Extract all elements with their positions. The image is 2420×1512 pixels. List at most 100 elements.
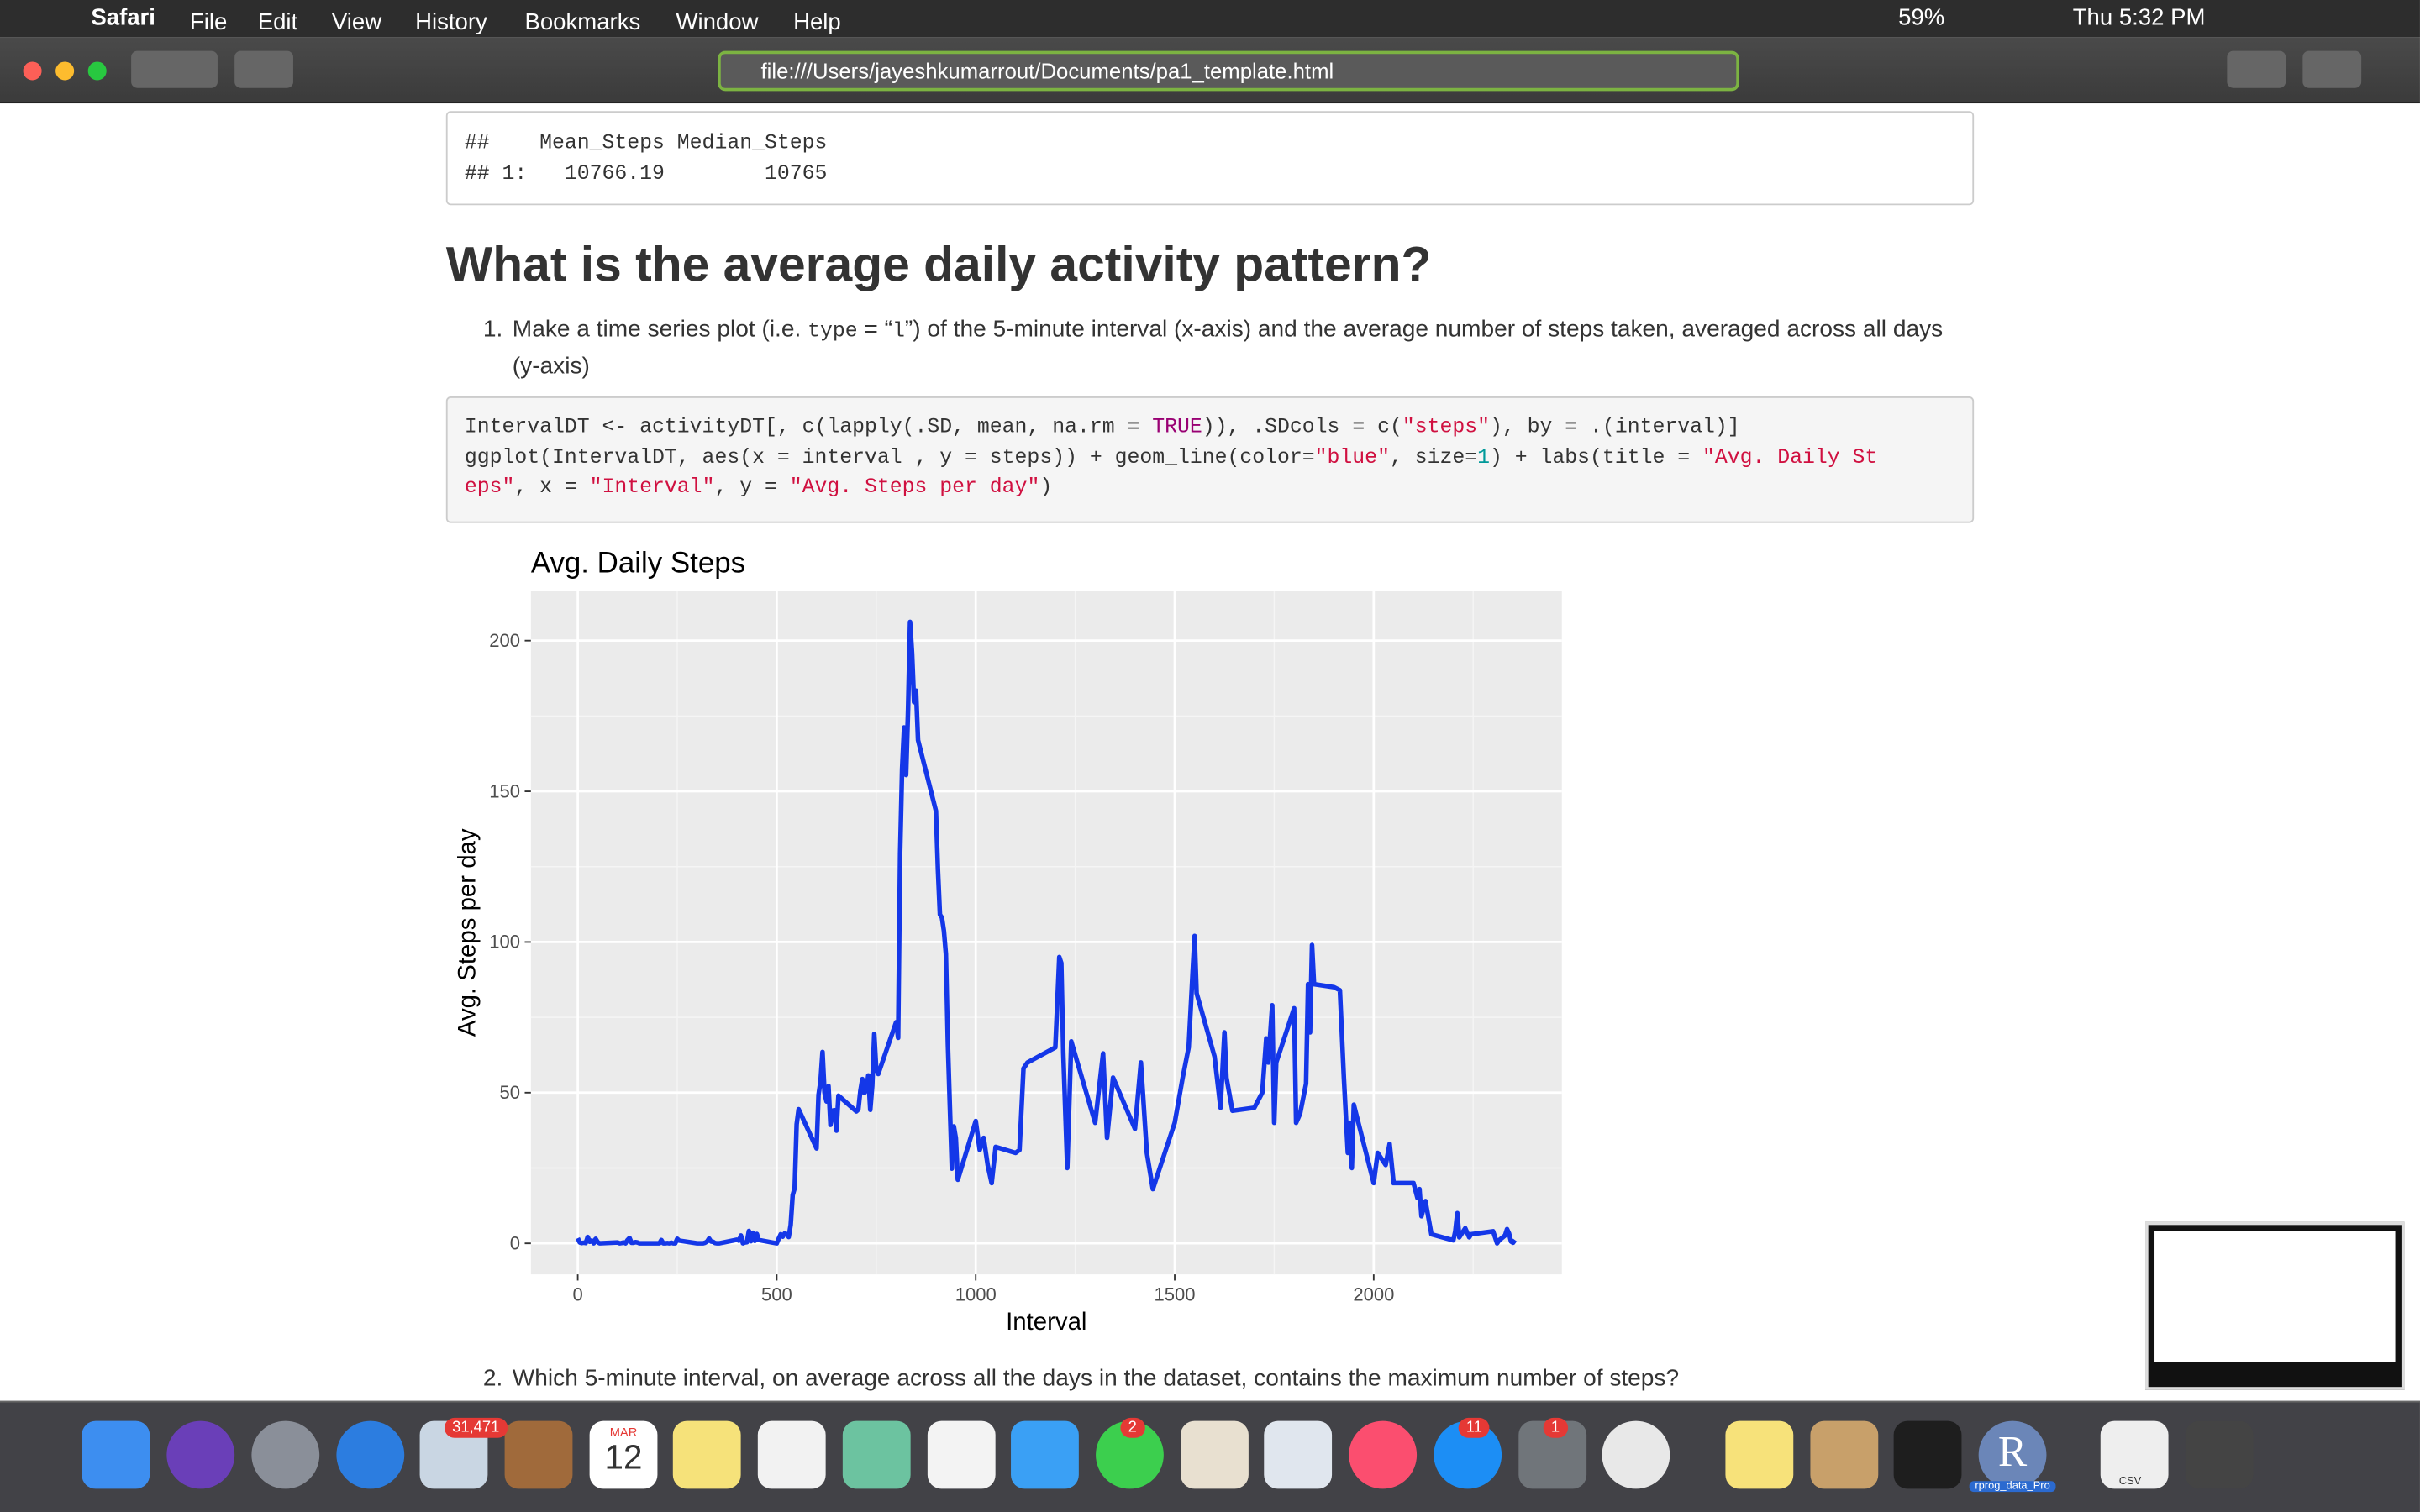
y-axis-label: Avg. Steps per day bbox=[454, 828, 481, 1037]
heading: What is the average daily activity patte… bbox=[445, 236, 1432, 292]
back-forward[interactable] bbox=[131, 50, 218, 88]
code-token: , size= bbox=[1389, 447, 1478, 470]
menu-item[interactable]: View bbox=[331, 9, 382, 36]
code-token: "blue" bbox=[1314, 447, 1390, 470]
file-label: CSV bbox=[2118, 1476, 2142, 1488]
calendar-day: 12 bbox=[604, 1437, 643, 1477]
sidebar-button[interactable] bbox=[234, 50, 293, 88]
y-tick-label: 0 bbox=[510, 1233, 520, 1254]
code-token: "Interval" bbox=[589, 477, 715, 501]
code-line: ggplot(IntervalDT, aes(x = interval , y … bbox=[465, 447, 1877, 470]
code-token: )), .SDcols = c( bbox=[1202, 416, 1402, 440]
text-run: ”) of the 5-minute interval (x-axis) and… bbox=[512, 316, 1944, 380]
code-line: eps", x = "Interval", y = "Avg. Steps pe… bbox=[465, 477, 1052, 501]
output-line: ## Mean_Steps Median_Steps bbox=[464, 132, 828, 156]
dock-icon[interactable] bbox=[1978, 1420, 2047, 1489]
menu-item[interactable]: Edit bbox=[257, 9, 298, 36]
dock-icon[interactable] bbox=[1725, 1420, 1794, 1489]
line-series bbox=[576, 619, 1518, 1246]
dock-icon[interactable] bbox=[757, 1420, 826, 1489]
dock-icon[interactable] bbox=[251, 1420, 320, 1489]
chart: 0 500 1000 1500 2000 0 50 100 150 200 Avg. Daily S… bbox=[454, 546, 1562, 1336]
dock-icon[interactable] bbox=[589, 1420, 658, 1489]
plot-panel bbox=[530, 591, 1562, 1275]
badge: 31,471 bbox=[444, 1417, 508, 1438]
dock-icon[interactable] bbox=[504, 1420, 573, 1489]
clock[interactable]: Thu 5:32 PM bbox=[2072, 4, 2206, 31]
code-token: "Avg. Steps per day" bbox=[789, 477, 1040, 501]
code-token: IntervalDT <- activityDT[, c(lapply(.SD,… bbox=[464, 416, 1153, 440]
tabs-button[interactable] bbox=[2302, 50, 2362, 88]
menu-bar: Safari File Edit View History Bookmarks Windo… bbox=[0, 0, 2420, 38]
x-tick-label: 1500 bbox=[1155, 1284, 1196, 1305]
menu-item[interactable]: Window bbox=[676, 9, 759, 36]
menu-item[interactable]: Help bbox=[793, 9, 841, 36]
dock-icon[interactable] bbox=[1011, 1420, 1079, 1489]
code-token: ), by = .(interval)] bbox=[1490, 416, 1740, 440]
text-run: Make a time series plot (i.e. bbox=[512, 316, 808, 343]
dock-icon[interactable] bbox=[842, 1420, 911, 1489]
text-run: Which 5-minute interval, on average acro… bbox=[512, 1365, 1680, 1392]
inline-code: type bbox=[808, 321, 858, 344]
zoom-button[interactable] bbox=[87, 61, 107, 81]
close-button[interactable] bbox=[23, 61, 42, 81]
code-token: "steps" bbox=[1402, 416, 1491, 440]
list-item: Which 5-minute interval, on average acro… bbox=[513, 1362, 1963, 1396]
code-token: ) + labs(title = bbox=[1490, 447, 1702, 470]
code-token: "Avg. Daily St bbox=[1702, 447, 1878, 470]
x-tick-label: 2000 bbox=[1353, 1284, 1394, 1305]
y-tick-label: 150 bbox=[489, 780, 520, 801]
dock-icon[interactable] bbox=[2185, 1420, 2254, 1489]
menu-item[interactable]: File bbox=[189, 9, 228, 36]
code-token: , x = bbox=[514, 477, 590, 501]
list-item: Make a time series plot (i.e. type = “l”… bbox=[513, 313, 1963, 384]
dock-icon[interactable] bbox=[1264, 1420, 1333, 1489]
battery[interactable]: 59% bbox=[1898, 4, 1945, 31]
dock-icon[interactable] bbox=[1349, 1420, 1418, 1489]
x-tick-label: 0 bbox=[572, 1284, 582, 1305]
calendar-month: MAR bbox=[609, 1425, 638, 1440]
minimize-button[interactable] bbox=[55, 61, 75, 81]
thumbnail-page bbox=[2154, 1231, 2396, 1362]
dock-icon[interactable] bbox=[2100, 1420, 2169, 1489]
address-bar[interactable]: file:///Users/jayeshkumarrout/Documents/… bbox=[718, 50, 1739, 92]
dock-icon[interactable] bbox=[336, 1420, 405, 1489]
y-tick-label: 50 bbox=[499, 1082, 520, 1103]
code-token: ggplot(IntervalDT, aes(x = interval , y … bbox=[464, 447, 1315, 470]
toolbar: file:///Users/jayeshkumarrout/Documents/… bbox=[0, 37, 2420, 104]
dock-icon[interactable] bbox=[1810, 1420, 1879, 1489]
list-number: 2. bbox=[482, 1365, 503, 1392]
screenshot-thumbnail[interactable] bbox=[2145, 1221, 2405, 1390]
share-button[interactable] bbox=[2227, 50, 2286, 88]
dock-icon[interactable] bbox=[82, 1420, 150, 1489]
badge: 2 bbox=[1120, 1417, 1145, 1438]
code-block: IntervalDT <- activityDT[, c(lapply(.SD,… bbox=[445, 396, 1975, 523]
code-token: 1 bbox=[1477, 447, 1491, 470]
dock-icon[interactable] bbox=[927, 1420, 996, 1489]
x-tick-label: 1000 bbox=[955, 1284, 997, 1305]
dock-icon[interactable] bbox=[1602, 1420, 1670, 1489]
chart-title: Avg. Daily Steps bbox=[531, 546, 745, 579]
text-run: = “ bbox=[857, 316, 893, 343]
dock-icon[interactable] bbox=[1893, 1420, 1962, 1489]
menu-item[interactable]: Bookmarks bbox=[524, 9, 641, 36]
r-logo: R bbox=[1997, 1428, 2028, 1477]
output-line: ## 1: 10766.19 10765 bbox=[464, 163, 828, 187]
dock-icon[interactable] bbox=[672, 1420, 741, 1489]
code-token: ) bbox=[1039, 477, 1053, 501]
dock-icon[interactable] bbox=[1181, 1420, 1249, 1489]
badge: 11 bbox=[1458, 1417, 1491, 1438]
menu-item[interactable]: History bbox=[415, 9, 487, 36]
y-tick-label: 200 bbox=[489, 630, 520, 651]
output-block: ## Mean_Steps Median_Steps ## 1: 10766.1… bbox=[445, 111, 1975, 206]
code-token: eps" bbox=[464, 477, 515, 501]
r-caption: rprog_data_Pro bbox=[1969, 1481, 2056, 1493]
dock-icon[interactable] bbox=[166, 1420, 235, 1489]
x-tick-label: 500 bbox=[761, 1284, 792, 1305]
code-token: TRUE bbox=[1152, 416, 1202, 440]
badge: 1 bbox=[1543, 1417, 1568, 1438]
app-menu[interactable]: Safari bbox=[91, 4, 155, 31]
